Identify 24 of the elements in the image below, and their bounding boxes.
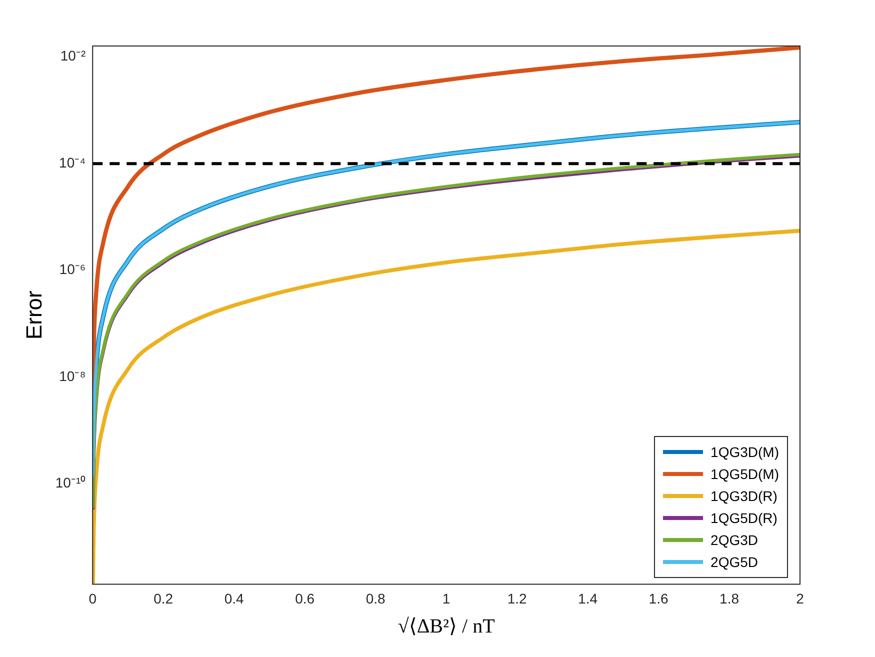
x-tick-label: 1	[442, 590, 450, 606]
legend-label: 2QG5D	[710, 554, 758, 570]
legend-label: 1QG5D(M)	[710, 466, 779, 482]
y-axis-title: Error	[21, 290, 46, 340]
y-tick-label: 10⁻⁴	[59, 154, 86, 170]
x-tick-label: 0.6	[295, 590, 315, 606]
legend-label: 2QG3D	[710, 532, 758, 548]
y-tick-label: 10⁻¹⁰	[55, 474, 86, 490]
x-tick-label: 1.8	[720, 590, 740, 606]
y-tick-label: 10⁻²	[60, 48, 86, 64]
x-axis-title: √⟨ΔB²⟩ / nT	[398, 615, 495, 638]
legend-label: 1QG3D(M)	[710, 444, 779, 460]
x-tick-label: 1.4	[578, 590, 598, 606]
x-tick-label: 0.8	[366, 590, 386, 606]
y-tick-label: 10⁻⁸	[59, 368, 86, 384]
x-tick-label: 1.2	[507, 590, 527, 606]
x-tick-label: 0.4	[224, 590, 244, 606]
x-tick-label: 2	[796, 590, 804, 606]
x-tick-label: 1.6	[648, 590, 668, 606]
legend-label: 1QG5D(R)	[710, 510, 778, 526]
legend-label: 1QG3D(R)	[710, 488, 778, 504]
y-tick-label: 10⁻⁶	[59, 261, 86, 278]
x-tick-label: 0.2	[154, 590, 174, 606]
x-tick-label: 0	[88, 590, 97, 606]
